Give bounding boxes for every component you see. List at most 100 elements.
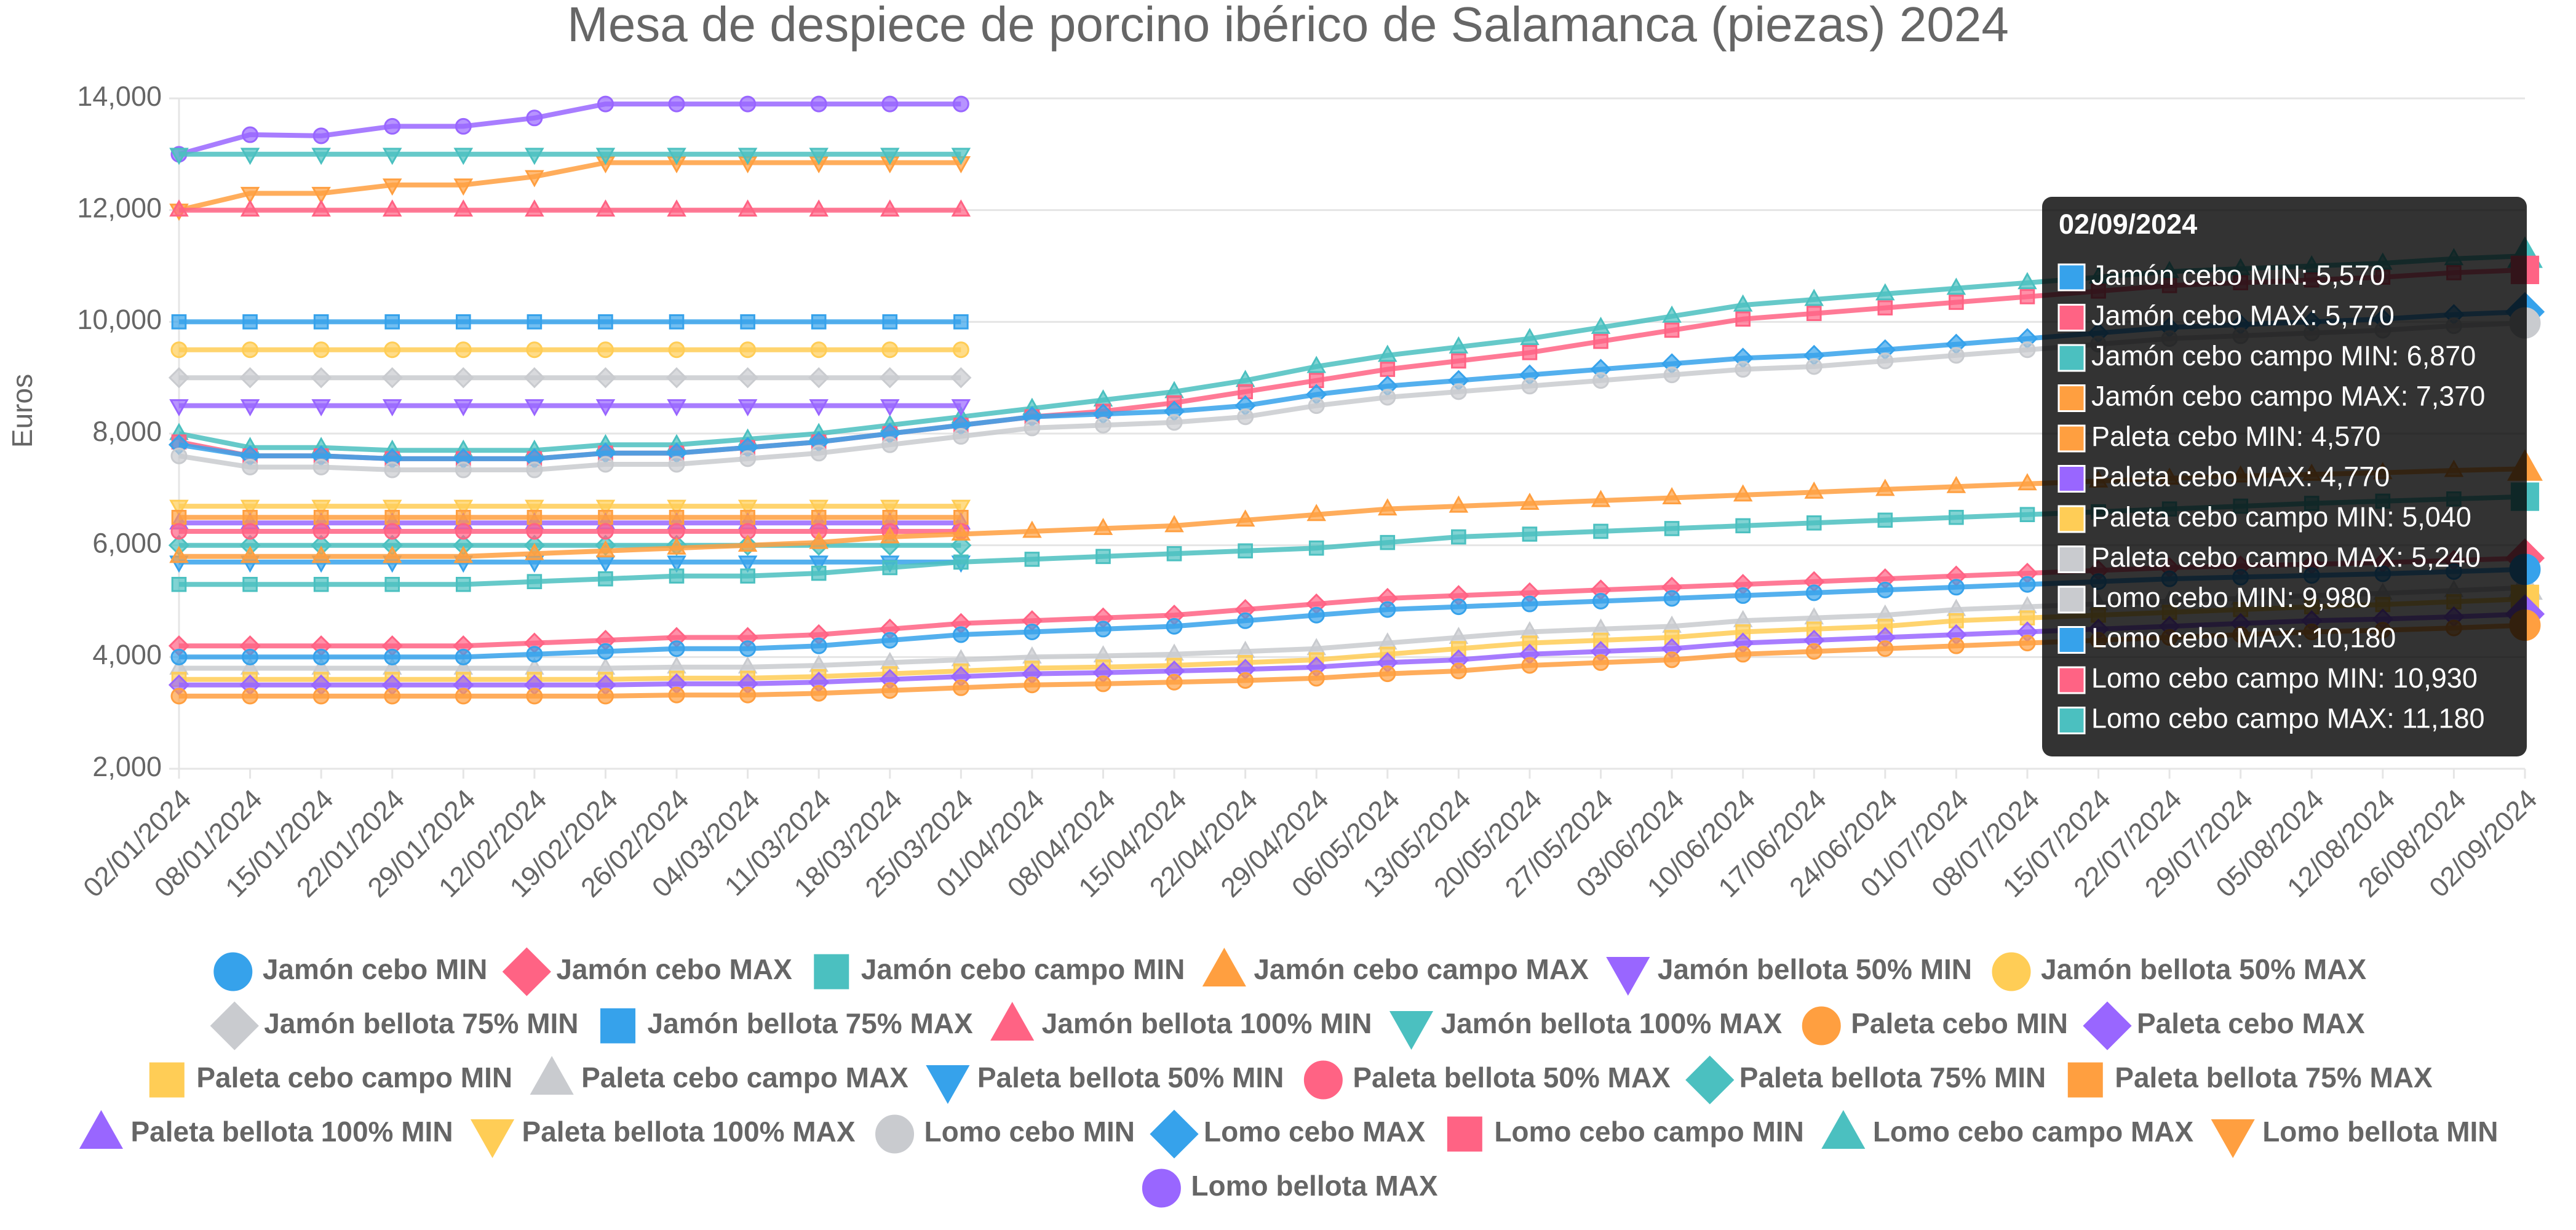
point <box>171 509 187 525</box>
point <box>1877 581 1894 598</box>
point <box>1805 643 1823 660</box>
y-tick-label: 12,000 <box>77 192 162 224</box>
legend-item: Paleta cebo campo MAX <box>530 1055 908 1095</box>
legend-label: Jamón cebo campo MIN <box>861 953 1185 985</box>
point <box>1877 300 1893 315</box>
tooltip-label: Paleta cebo campo MAX: 5,240 <box>2091 541 2481 573</box>
point <box>1237 612 1254 629</box>
legend-marker <box>149 1062 185 1098</box>
point <box>1735 587 1752 604</box>
legend-item: Jamón cebo campo MAX <box>1202 947 1589 986</box>
point <box>953 554 969 570</box>
point <box>881 341 899 359</box>
point <box>242 648 259 665</box>
point <box>1805 584 1823 601</box>
legend-label: Paleta cebo campo MIN <box>196 1061 512 1093</box>
point <box>809 148 829 165</box>
point <box>169 499 189 517</box>
point <box>882 560 898 576</box>
point <box>384 576 400 592</box>
legend-marker <box>600 1008 636 1044</box>
legend-label: Lomo cebo MAX <box>1204 1116 1426 1148</box>
point <box>453 199 474 217</box>
point <box>455 523 472 540</box>
point <box>384 341 401 359</box>
point <box>2019 576 2036 593</box>
point <box>1522 635 1538 651</box>
legend-item: Lomo cebo MIN <box>875 1114 1135 1154</box>
point <box>1593 523 1608 539</box>
legend-item: Jamón bellota 50% MAX <box>1992 952 2366 991</box>
point <box>1306 504 1326 522</box>
point <box>1378 498 1397 516</box>
point <box>242 314 258 330</box>
point <box>1592 654 1610 671</box>
point <box>384 314 400 330</box>
point <box>1378 344 1397 362</box>
y-tick-label: 14,000 <box>77 81 162 112</box>
point <box>2017 272 2037 290</box>
point <box>950 367 972 389</box>
point <box>667 399 686 417</box>
point <box>810 684 827 702</box>
point <box>809 555 829 573</box>
point <box>1663 590 1680 607</box>
y-tick-label: 4,000 <box>92 639 162 670</box>
point <box>526 461 543 478</box>
point <box>239 367 261 389</box>
point <box>312 688 330 705</box>
point <box>1806 515 1822 531</box>
legend-item: Paleta bellota 75% MAX <box>2067 1061 2433 1098</box>
point <box>810 95 827 113</box>
point <box>242 459 259 475</box>
point <box>595 399 616 417</box>
point <box>667 555 686 573</box>
point <box>525 499 544 517</box>
point <box>240 399 260 417</box>
point <box>1664 521 1680 536</box>
point <box>2019 635 2036 652</box>
point <box>1947 347 1965 364</box>
point <box>170 648 188 665</box>
point <box>2019 507 2035 523</box>
point <box>169 199 189 217</box>
point <box>171 314 187 330</box>
point <box>1877 619 1893 634</box>
point <box>598 509 613 525</box>
point <box>1592 372 1610 389</box>
legend-marker <box>210 1001 259 1050</box>
point <box>1449 495 1469 513</box>
point <box>951 199 971 217</box>
point <box>737 148 758 165</box>
point <box>1450 662 1467 680</box>
point <box>1094 621 1111 638</box>
point <box>740 568 755 584</box>
point <box>881 436 899 453</box>
point <box>1664 630 1680 645</box>
legend-label: Paleta bellota 50% MAX <box>1353 1061 1671 1093</box>
point <box>525 199 544 217</box>
point <box>1450 598 1467 616</box>
tooltip-swatch <box>2057 344 2086 372</box>
legend-label: Lomo bellota MIN <box>2262 1116 2498 1148</box>
legend-item: Jamón bellota 100% MAX <box>1389 1007 1783 1050</box>
point <box>1379 601 1396 618</box>
point <box>313 314 329 330</box>
point <box>1237 408 1254 426</box>
point <box>669 509 685 525</box>
point <box>313 576 329 592</box>
point <box>1022 520 1042 538</box>
point <box>240 546 260 563</box>
point <box>882 314 898 330</box>
y-tick-label: 6,000 <box>92 528 162 559</box>
tooltip-swatch <box>2057 666 2086 694</box>
point <box>1949 613 1964 629</box>
point <box>880 199 900 217</box>
point <box>951 148 971 165</box>
legend-label: Paleta bellota 100% MAX <box>522 1116 856 1148</box>
point <box>170 688 188 705</box>
legend-label: Jamón cebo MAX <box>556 953 792 985</box>
point <box>527 574 543 590</box>
legend-label: Jamón bellota 50% MIN <box>1658 953 1972 985</box>
point <box>170 447 188 464</box>
